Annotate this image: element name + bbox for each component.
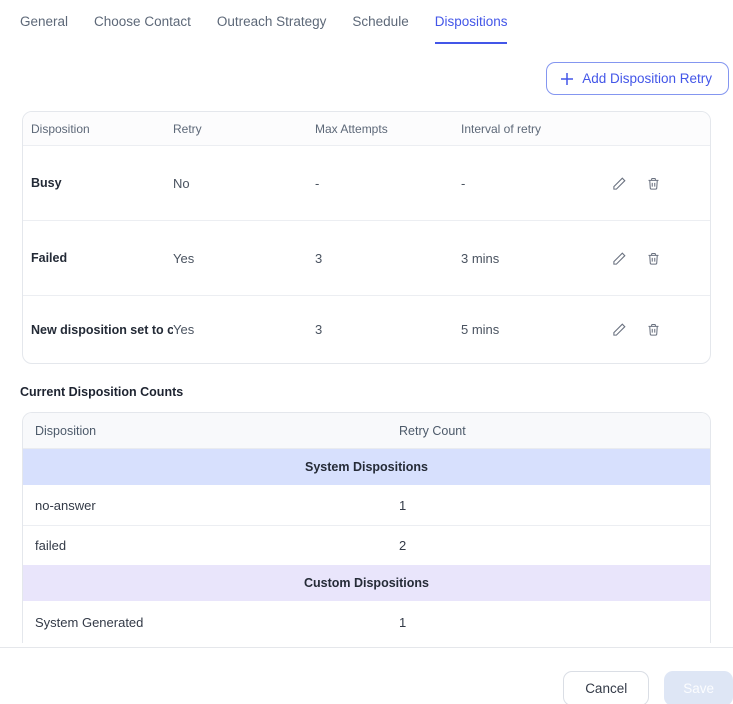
column-header-max-attempts: Max Attempts — [315, 121, 388, 136]
cell-retry-count: 1 — [399, 497, 407, 513]
pencil-icon — [612, 176, 627, 191]
column-header-retry-count: Retry Count — [399, 423, 466, 438]
group-header-system-dispositions: System Dispositions — [23, 449, 710, 485]
trash-icon — [646, 176, 661, 191]
tab-general[interactable]: General — [20, 14, 69, 29]
cell-max-attempts: - — [315, 175, 320, 191]
cell-disposition: Failed — [31, 251, 68, 265]
column-header-disposition: Disposition — [35, 423, 97, 438]
tab-bar: General Choose Contact Outreach Strategy… — [0, 0, 733, 44]
edit-row-button[interactable] — [612, 251, 627, 266]
cell-max-attempts: 3 — [315, 322, 323, 337]
table-row: System Generated 1 — [23, 601, 710, 643]
tab-dispositions[interactable]: Dispositions — [434, 14, 508, 44]
counts-section-title: Current Disposition Counts — [20, 385, 184, 399]
cell-disposition: System Generated — [35, 614, 144, 630]
table-row: Busy No - - — [23, 145, 710, 220]
cell-disposition: New disposition set to c... — [31, 322, 173, 337]
cell-interval: - — [461, 175, 466, 191]
retry-table-header: Disposition Retry Max Attempts Interval … — [23, 112, 710, 145]
table-row: no-answer 1 — [23, 485, 710, 525]
delete-row-button[interactable] — [646, 322, 661, 337]
pencil-icon — [612, 251, 627, 266]
cell-disposition: no-answer — [35, 497, 96, 513]
counts-table-header: Disposition Retry Count — [23, 413, 710, 449]
save-button[interactable]: Save — [664, 671, 733, 704]
column-header-interval: Interval of retry — [461, 121, 542, 136]
cell-retry-count: 1 — [399, 614, 407, 630]
cell-interval: 5 mins — [461, 322, 500, 337]
group-header-custom-dispositions: Custom Dispositions — [23, 565, 710, 601]
cell-retry: Yes — [173, 250, 195, 266]
footer-divider — [0, 647, 733, 648]
cell-retry-count: 2 — [399, 538, 407, 553]
disposition-retry-table: Disposition Retry Max Attempts Interval … — [22, 111, 711, 364]
cell-disposition: Busy — [31, 176, 62, 190]
trash-icon — [646, 322, 661, 337]
tab-schedule[interactable]: Schedule — [352, 14, 409, 29]
disposition-counts-table: Disposition Retry Count System Dispositi… — [22, 412, 711, 643]
delete-row-button[interactable] — [646, 251, 661, 266]
edit-row-button[interactable] — [612, 176, 627, 191]
tab-choose-contact[interactable]: Choose Contact — [94, 14, 191, 29]
cell-interval: 3 mins — [461, 250, 500, 266]
table-row: failed 2 — [23, 525, 710, 565]
column-header-disposition: Disposition — [31, 121, 90, 136]
delete-row-button[interactable] — [646, 176, 661, 191]
cell-retry: Yes — [173, 322, 195, 337]
trash-icon — [646, 251, 661, 266]
add-disposition-retry-label: Add Disposition Retry — [582, 71, 712, 86]
table-row: New disposition set to c... Yes 3 5 mins — [23, 295, 710, 363]
pencil-icon — [612, 322, 627, 337]
cell-retry: No — [173, 175, 190, 191]
edit-row-button[interactable] — [612, 322, 627, 337]
column-header-retry: Retry — [173, 121, 202, 136]
cell-max-attempts: 3 — [315, 250, 323, 266]
table-row: Failed Yes 3 3 mins — [23, 220, 710, 295]
add-disposition-retry-button[interactable]: Add Disposition Retry — [546, 62, 729, 95]
plus-icon — [560, 72, 574, 86]
cell-disposition: failed — [35, 538, 67, 553]
cancel-button[interactable]: Cancel — [563, 671, 650, 704]
tab-outreach-strategy[interactable]: Outreach Strategy — [216, 14, 327, 29]
toolbar: Add Disposition Retry — [0, 44, 733, 95]
footer-actions: Cancel Save — [0, 648, 733, 704]
